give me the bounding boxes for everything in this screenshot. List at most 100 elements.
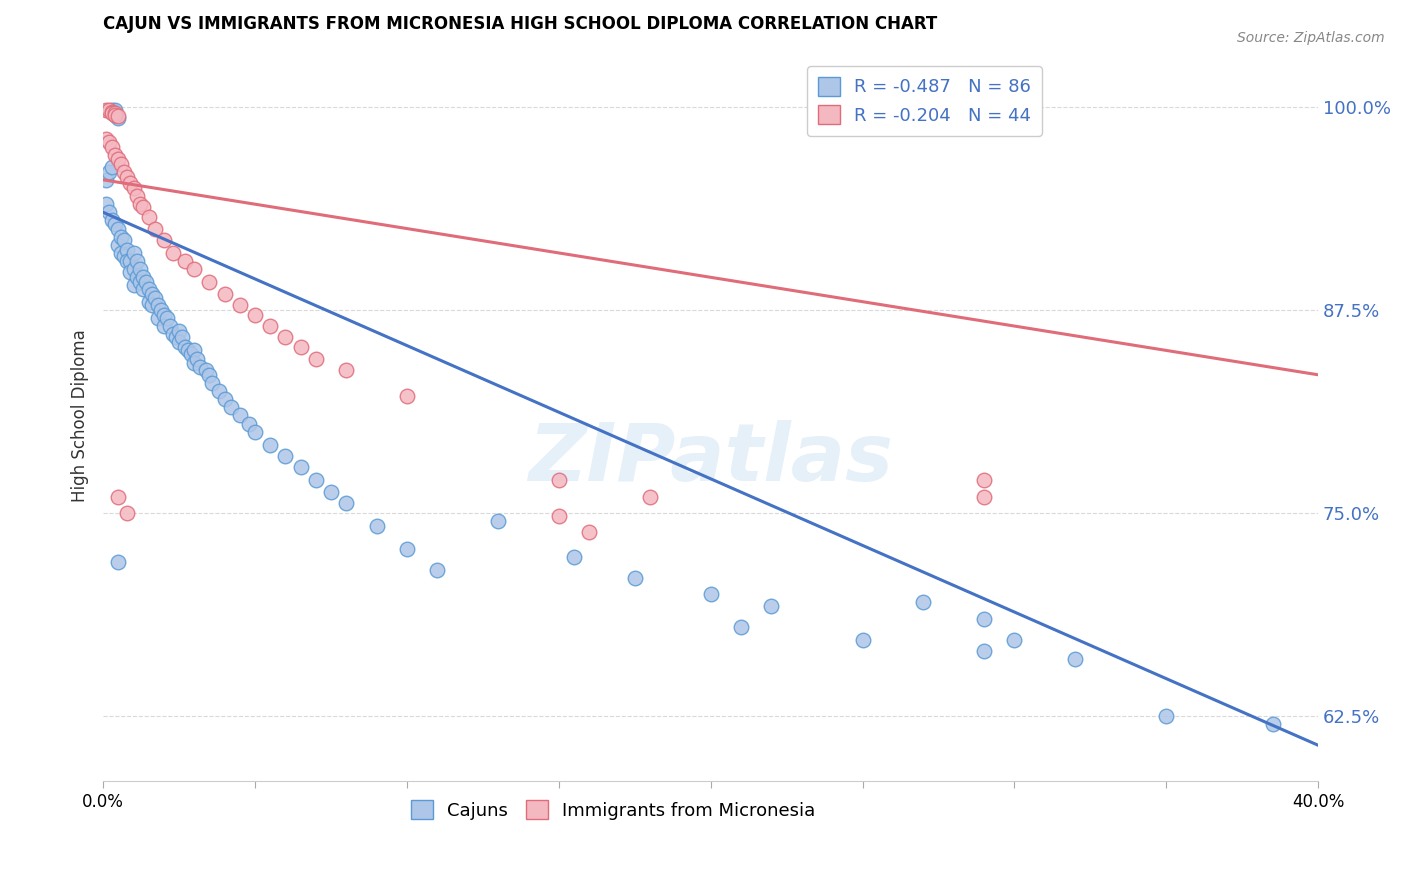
Point (98, 164, 121, 178)
Text: ZIPatlas: ZIPatlas (529, 420, 893, 499)
Point (183, 343, 205, 358)
Point (1261, 717, 1284, 731)
Point (112, 249, 135, 263)
Point (156, 310, 179, 325)
Point (128, 275, 150, 289)
Point (143, 221, 166, 235)
Point (98, 136, 121, 150)
Point (104, 148, 127, 162)
Point (104, 108, 127, 122)
Point (851, 632, 873, 647)
Point (107, 110, 129, 124)
Point (107, 555, 129, 569)
Point (141, 298, 163, 312)
Point (107, 221, 129, 235)
Point (973, 490, 995, 504)
Point (1002, 632, 1025, 647)
Point (107, 111, 129, 125)
Point (96, 103, 118, 117)
Point (305, 351, 328, 366)
Point (219, 401, 242, 415)
Point (395, 389, 418, 403)
Point (135, 275, 157, 289)
Point (207, 384, 229, 398)
Point (101, 103, 124, 117)
Point (153, 233, 176, 247)
Point (180, 346, 202, 360)
Legend: Cajuns, Immigrants from Micronesia: Cajuns, Immigrants from Micronesia (404, 793, 823, 827)
Point (259, 319, 281, 334)
Point (638, 490, 661, 504)
Point (259, 437, 281, 451)
Point (138, 294, 160, 309)
Point (201, 376, 224, 390)
Point (107, 490, 129, 504)
Point (122, 246, 145, 260)
Point (274, 449, 297, 463)
Point (167, 324, 190, 338)
Point (149, 302, 172, 317)
Point (198, 368, 221, 382)
Point (101, 160, 124, 174)
Point (973, 474, 995, 488)
Point (107, 237, 129, 252)
Point (195, 363, 218, 377)
Point (110, 229, 132, 244)
Point (101, 106, 124, 120)
Point (98, 205, 121, 219)
Y-axis label: High School Diploma: High School Diploma (72, 329, 89, 502)
Point (117, 169, 139, 184)
Point (547, 509, 569, 524)
Point (699, 587, 721, 601)
Point (96, 173, 118, 187)
Point (486, 514, 509, 528)
Point (188, 359, 211, 374)
Point (104, 108, 127, 122)
Point (229, 409, 252, 423)
Point (117, 243, 139, 257)
Point (162, 327, 184, 342)
Point (335, 363, 357, 377)
Point (426, 563, 449, 577)
Text: CAJUN VS IMMIGRANTS FROM MICRONESIA HIGH SCHOOL DIPLOMA CORRELATION CHART: CAJUN VS IMMIGRANTS FROM MICRONESIA HIGH… (103, 15, 938, 33)
Point (290, 460, 312, 475)
Point (122, 181, 145, 195)
Point (138, 282, 160, 296)
Point (290, 340, 312, 354)
Point (98, 103, 121, 117)
Point (122, 262, 145, 277)
Point (138, 210, 160, 224)
Point (243, 308, 266, 322)
Point (104, 217, 127, 231)
Point (120, 265, 142, 279)
Point (110, 156, 132, 170)
Point (177, 343, 200, 358)
Point (96, 132, 118, 146)
Point (730, 620, 752, 634)
Point (562, 549, 585, 564)
Point (120, 254, 142, 268)
Point (146, 310, 169, 325)
Point (243, 425, 266, 439)
Point (183, 356, 205, 370)
Point (125, 189, 148, 203)
Point (162, 246, 184, 260)
Point (174, 340, 197, 354)
Point (578, 525, 600, 540)
Point (120, 176, 142, 190)
Point (107, 152, 129, 166)
Point (112, 233, 135, 247)
Point (973, 611, 995, 625)
Point (1064, 652, 1087, 666)
Point (153, 308, 176, 322)
Point (146, 298, 169, 312)
Point (761, 599, 783, 613)
Point (335, 496, 357, 510)
Point (131, 270, 153, 285)
Point (183, 262, 205, 277)
Point (125, 254, 148, 268)
Point (973, 644, 995, 658)
Point (1154, 709, 1177, 723)
Point (112, 164, 135, 178)
Point (395, 541, 418, 556)
